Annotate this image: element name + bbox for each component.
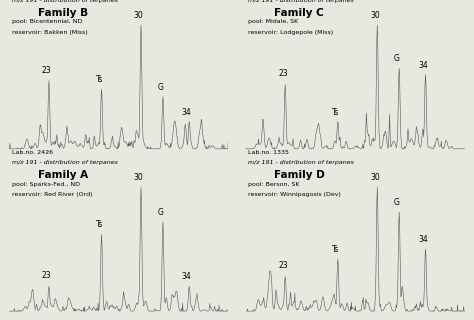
Text: G: G [157,208,164,217]
Text: reservoir: Red River (Ord): reservoir: Red River (Ord) [12,192,92,197]
Text: Family B: Family B [38,8,88,18]
Text: Family A: Family A [38,170,88,180]
Text: m/z 191 - distribution of terpanes: m/z 191 - distribution of terpanes [12,0,118,3]
Text: m/z 191 - distribution of terpanes: m/z 191 - distribution of terpanes [248,0,354,3]
Text: Lab.no. 1335: Lab.no. 1335 [248,150,289,155]
Text: Lab.no. 2426: Lab.no. 2426 [12,150,53,155]
Text: 34: 34 [418,235,428,244]
Text: reservoir: Lodgepole (Miss): reservoir: Lodgepole (Miss) [248,29,333,35]
Text: 30: 30 [370,173,380,182]
Text: pool: Sparks-Fed., ND: pool: Sparks-Fed., ND [12,182,80,187]
Text: G: G [394,198,400,207]
Text: 34: 34 [182,108,191,116]
Text: 23: 23 [42,271,52,280]
Text: Family D: Family D [274,170,325,180]
Text: 34: 34 [182,272,191,281]
Text: Ts: Ts [332,108,339,116]
Text: 23: 23 [278,261,288,270]
Text: 23: 23 [42,66,52,75]
Text: 23: 23 [278,69,288,78]
Text: G: G [394,54,400,63]
Text: 30: 30 [370,11,380,20]
Text: Family C: Family C [274,8,324,18]
Text: Ts: Ts [95,220,103,229]
Text: pool: Berson, SK: pool: Berson, SK [248,182,300,187]
Text: G: G [157,83,164,92]
Text: reservoir: Bakken (Miss): reservoir: Bakken (Miss) [12,29,87,35]
Text: Ts: Ts [95,76,103,84]
Text: m/z 191 - distribution of terpanes: m/z 191 - distribution of terpanes [248,160,354,165]
Text: reservoir: Winnipagosis (Dev): reservoir: Winnipagosis (Dev) [248,192,341,197]
Text: pool: Bicentennial, ND: pool: Bicentennial, ND [12,20,82,24]
Text: 30: 30 [134,173,144,182]
Text: pool: Midale, SK: pool: Midale, SK [248,20,298,24]
Text: m/z 191 - distribution of terpanes: m/z 191 - distribution of terpanes [12,160,118,165]
Text: 34: 34 [418,60,428,69]
Text: 30: 30 [134,11,144,20]
Text: Ts: Ts [332,245,339,254]
